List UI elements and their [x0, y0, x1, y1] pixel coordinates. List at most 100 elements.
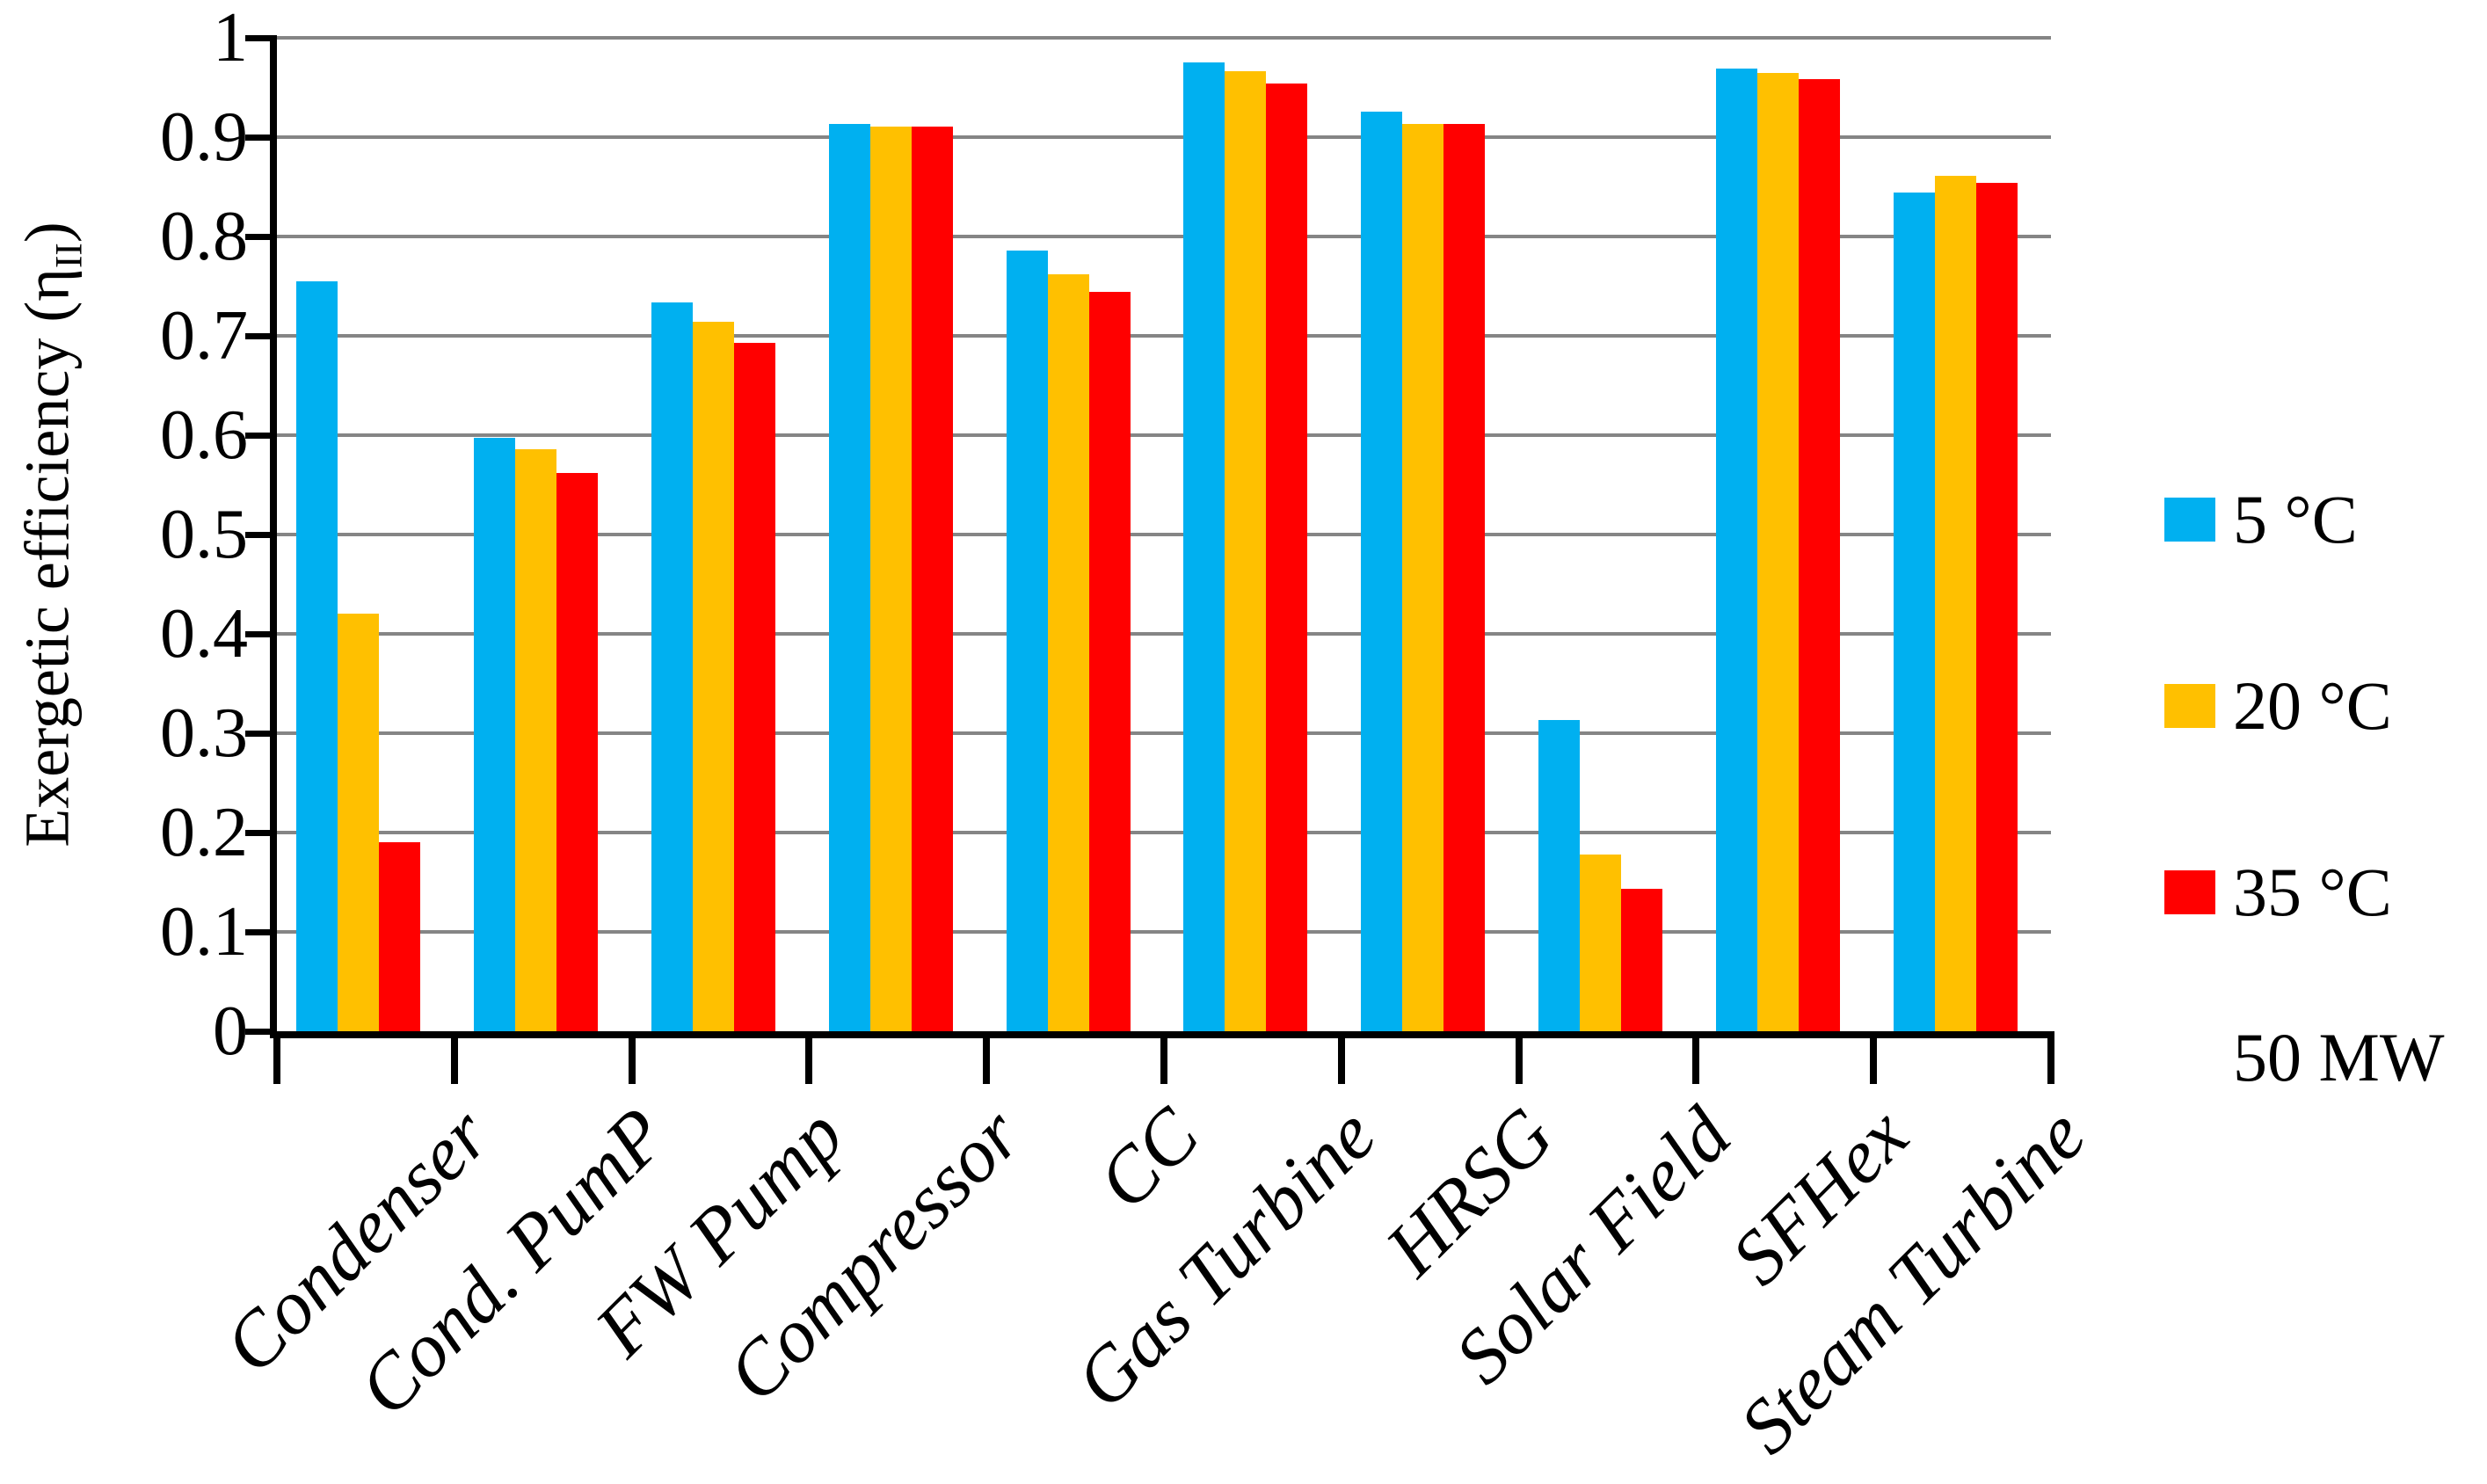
bar [1715, 69, 1757, 1031]
bar [379, 842, 421, 1031]
bar [1975, 182, 2018, 1031]
bar-group-cc [986, 38, 1164, 1031]
legend-item-5c: 5 °C [2164, 482, 2358, 557]
bar-group-cond-pump [454, 38, 632, 1031]
bar [1183, 62, 1225, 1031]
legend-label-20c: 20 °C [2233, 667, 2392, 744]
y-tick-mark [245, 1028, 277, 1035]
bar [556, 472, 599, 1031]
y-tick-mark [245, 829, 277, 836]
y-tick-mark [245, 332, 277, 339]
x-tick-mark [2047, 1031, 2054, 1084]
bar [828, 124, 870, 1031]
bar-group-condenser [277, 38, 454, 1031]
bar [338, 614, 380, 1031]
legend-spacer [2164, 1036, 2215, 1080]
x-tick-mark [983, 1031, 991, 1084]
x-tick-mark [1160, 1031, 1167, 1084]
y-tick-label: 0.6 [160, 396, 248, 474]
legend-item-20c: 20 °C [2164, 668, 2392, 744]
bar [1934, 176, 1976, 1031]
bar [1443, 124, 1486, 1031]
bar [1538, 720, 1580, 1031]
x-tick-mark [273, 1031, 280, 1084]
gridline [277, 235, 2051, 238]
gridline [277, 135, 2051, 139]
bar [1620, 889, 1662, 1031]
y-tick-label: 1 [213, 0, 248, 76]
gridline [277, 433, 2051, 437]
bar [1579, 854, 1621, 1031]
legend-label-35c: 35 °C [2233, 854, 2392, 930]
y-tick-mark [245, 233, 277, 240]
y-tick-mark [245, 34, 277, 41]
y-tick-label: 0 [213, 993, 248, 1070]
x-tick-mark [805, 1031, 813, 1084]
y-tick-label: 0.2 [160, 794, 248, 871]
bar-group-sfhex [1696, 38, 1873, 1031]
bar [474, 438, 516, 1031]
gridline [277, 632, 2051, 636]
x-axis-label-anchor: Steam Turbine [1591, 1091, 2102, 1470]
y-tick-label: 0.1 [160, 893, 248, 971]
x-tick-mark [1870, 1031, 1878, 1084]
gridline [277, 831, 2051, 834]
x-tick-mark [1337, 1031, 1345, 1084]
bar [515, 448, 557, 1031]
x-tick-mark [450, 1031, 458, 1084]
y-tick-label: 0.3 [160, 695, 248, 772]
bar [1798, 79, 1840, 1031]
bar [1402, 124, 1444, 1031]
gridline [277, 36, 2051, 40]
bar-group-solar-field [1519, 38, 1697, 1031]
legend-annotation-50mw: 50 MW [2164, 1020, 2444, 1095]
bar-group-fw-pump [632, 38, 810, 1031]
bar-group-steam-turbine [1873, 38, 2051, 1031]
y-tick-mark [245, 730, 277, 737]
annotation-label: 50 MW [2233, 1019, 2445, 1095]
gridline [277, 930, 2051, 934]
y-tick-mark [245, 134, 277, 141]
gridline [277, 533, 2051, 536]
bar [692, 322, 734, 1031]
x-axis-label-anchor: Compressor [600, 1091, 1038, 1418]
bar [911, 126, 953, 1031]
y-tick-label: 0.9 [160, 98, 248, 176]
bar [1225, 71, 1267, 1031]
x-tick-mark [1515, 1031, 1523, 1084]
legend-swatch-35c [2164, 870, 2215, 914]
bar [1047, 273, 1089, 1031]
y-tick-label: 0.4 [160, 595, 248, 673]
bar [1006, 250, 1048, 1031]
y-tick-mark [245, 630, 277, 637]
x-tick-mark [1692, 1031, 1700, 1084]
y-tick-mark [245, 531, 277, 538]
y-tick-label: 0.8 [160, 198, 248, 275]
bar-group-hrsg [1342, 38, 1519, 1031]
gridline [277, 334, 2051, 338]
bar [1756, 72, 1799, 1031]
bar [296, 280, 338, 1031]
bar [651, 302, 693, 1031]
y-tick-mark [245, 432, 277, 439]
y-tick-label: 0.7 [160, 297, 248, 375]
gridline [277, 731, 2051, 735]
legend-item-35c: 35 °C [2164, 855, 2392, 930]
bar [1893, 193, 1935, 1031]
bar [733, 342, 775, 1031]
x-tick-mark [628, 1031, 636, 1084]
plot-area [245, 34, 2054, 1084]
legend-swatch-20c [2164, 684, 2215, 728]
bar [1088, 292, 1131, 1031]
y-tick-label: 0.5 [160, 496, 248, 573]
legend-swatch-5c [2164, 498, 2215, 542]
legend-label-5c: 5 °C [2233, 481, 2358, 557]
bar [1361, 111, 1403, 1031]
x-axis-label-anchor: Gas Turbine [946, 1091, 1393, 1424]
bar-group-compressor [809, 38, 986, 1031]
bar-group-gas-turbine [1164, 38, 1342, 1031]
bar [1266, 83, 1308, 1031]
bar [869, 126, 912, 1031]
y-tick-mark [245, 928, 277, 935]
